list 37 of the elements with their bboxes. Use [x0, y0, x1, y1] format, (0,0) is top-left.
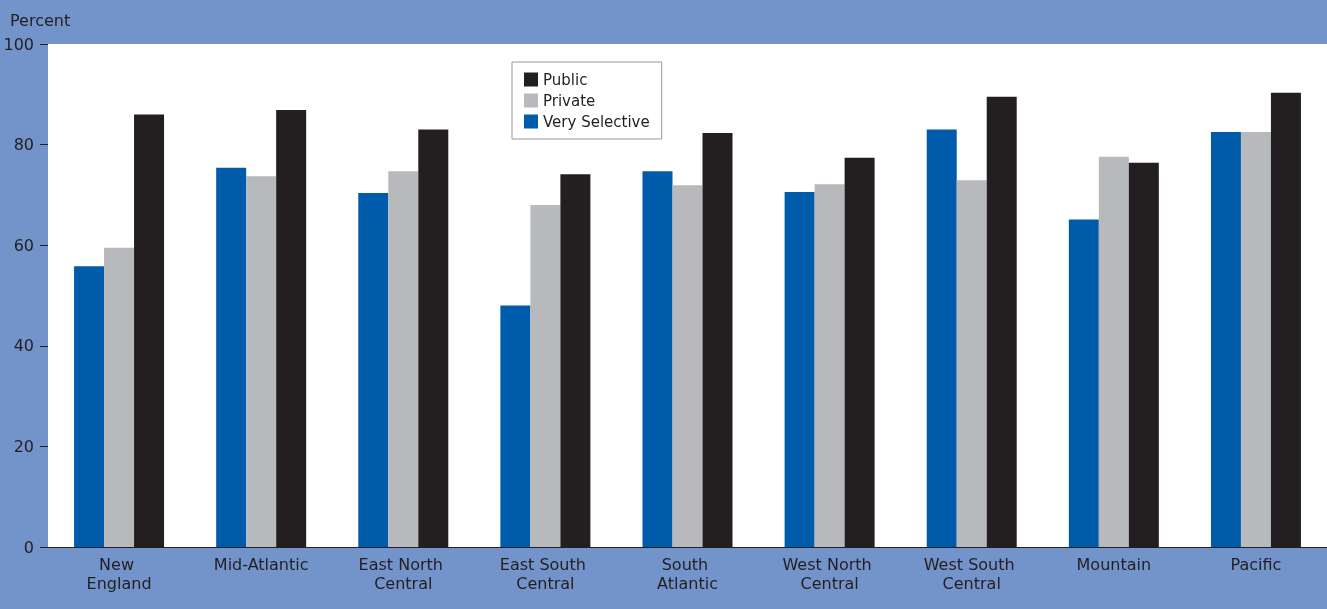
y-tick-label: 80 [13, 135, 34, 155]
bar [500, 305, 531, 547]
x-tick-label: South Atlantic [657, 555, 718, 593]
bar [216, 167, 247, 547]
legend-label: Very Selective [543, 112, 650, 131]
y-axis-title: Percent [10, 10, 71, 30]
x-tick-label: New England [86, 555, 152, 593]
x-tick-label: East North Central [358, 555, 448, 593]
x-tick-label: Mountain [1076, 555, 1152, 574]
x-tick-label: West North Central [782, 555, 877, 593]
bar [642, 171, 673, 547]
bar [74, 266, 105, 547]
bar [784, 191, 815, 547]
bar [530, 204, 561, 547]
y-tick-label: 40 [13, 336, 34, 356]
y-tick-label: 100 [3, 34, 34, 54]
bar [246, 176, 277, 547]
x-tick-label: West South Central [923, 555, 1020, 593]
bar [672, 185, 703, 547]
y-tick-label: 0 [23, 537, 34, 557]
bar [926, 129, 957, 547]
x-tick-label: East South Central [499, 555, 591, 593]
legend-label: Private [543, 91, 596, 110]
x-tick-label: Mid-Atlantic [213, 555, 309, 574]
y-tick-label: 60 [13, 235, 34, 255]
legend-label: Public [543, 70, 588, 89]
x-tick-label: Pacific [1230, 555, 1282, 574]
y-tick-label: 20 [13, 436, 34, 456]
bar [1240, 132, 1271, 547]
bar [1098, 156, 1129, 547]
bar [956, 180, 987, 547]
bar [388, 171, 419, 547]
bar [814, 184, 845, 547]
bar [1210, 132, 1241, 547]
bar [104, 247, 135, 547]
bar [358, 192, 389, 547]
bar [1068, 219, 1099, 547]
